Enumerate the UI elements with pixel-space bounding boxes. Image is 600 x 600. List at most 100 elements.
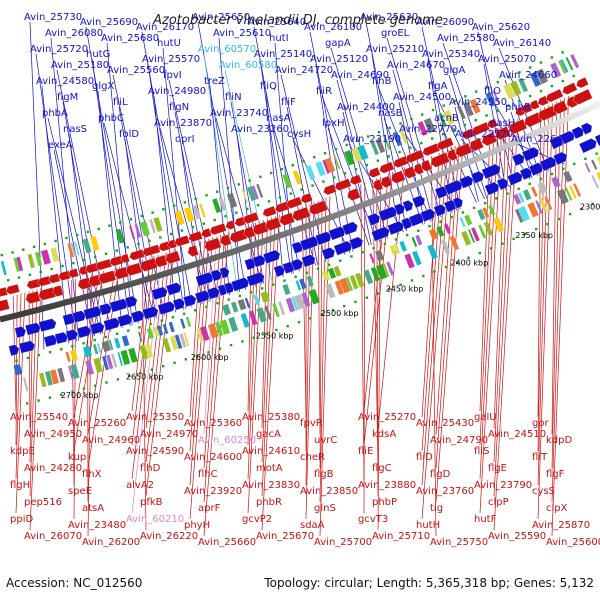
- forward-gene-label: Avin_25560: [107, 65, 165, 76]
- forward-gene-label: Avin_24690: [331, 70, 389, 81]
- gene-arrow: [195, 272, 214, 287]
- gene-arrow: [580, 122, 593, 135]
- cog-block: [351, 147, 363, 163]
- cog-block: [212, 198, 222, 213]
- cog-block: [349, 274, 359, 290]
- cog-block: [510, 80, 522, 96]
- forward-gene-label: Avin_26080: [45, 28, 103, 39]
- forward-gene-label: Avin_25180: [51, 60, 109, 71]
- gene-arrow: [334, 178, 352, 191]
- tick-dot: [238, 294, 242, 298]
- gene-arrow: [539, 156, 557, 172]
- cog-block: [50, 247, 60, 263]
- gene-arrow: [242, 212, 260, 224]
- gene-arrow: [553, 100, 569, 115]
- tick-dot: [439, 220, 442, 223]
- cog-block: [45, 370, 53, 386]
- reverse-leader-line: [203, 233, 226, 503]
- cog-block: [291, 296, 299, 311]
- reverse-gene-label: Avin_23760: [416, 486, 474, 497]
- tick-dot: [410, 279, 414, 282]
- gene-arrow: [328, 226, 346, 241]
- tick-dot: [444, 265, 448, 269]
- forward-gene-label: Avin_25340: [422, 49, 480, 60]
- tick-dot: [539, 177, 543, 181]
- tick-dot: [489, 247, 493, 250]
- tick-dot: [126, 246, 129, 249]
- tick-dot: [22, 248, 25, 251]
- cog-block: [386, 261, 395, 276]
- gene-arrow: [0, 299, 10, 312]
- cog-block: [70, 364, 80, 379]
- forward-leader-line: [103, 122, 155, 319]
- cog-block: [449, 235, 460, 251]
- forward-leader-line: [489, 95, 539, 176]
- cog-block: [423, 117, 436, 134]
- gene-arrow: [14, 326, 27, 339]
- tick-dot: [32, 245, 36, 248]
- cog-block: [278, 301, 286, 316]
- tick-dot: [495, 197, 498, 200]
- reverse-gene-label: Avin_60210: [126, 514, 184, 525]
- gene-arrow: [72, 310, 86, 323]
- gene-arrow: [0, 286, 8, 297]
- gene-arrow: [246, 272, 265, 287]
- tick-dot: [94, 384, 97, 387]
- cog-block: [522, 189, 532, 201]
- reverse-gene-label: Avin_24950: [24, 429, 82, 440]
- forward-gene-label: Avin_22570: [455, 129, 513, 140]
- tick-dot: [205, 194, 208, 197]
- reverse-gene-label: flgH: [10, 480, 30, 491]
- forward-gene-label: flgA: [428, 81, 448, 92]
- reverse-gene-label: cheR: [300, 452, 325, 463]
- tick-dot: [139, 371, 142, 375]
- forward-gene-label: fpvI: [163, 70, 182, 81]
- forward-gene-label: fliO: [484, 86, 501, 97]
- cog-block: [40, 249, 51, 265]
- forward-gene-label: glgA: [443, 65, 465, 76]
- tick-dot: [60, 348, 63, 351]
- cog-block: [174, 210, 185, 226]
- tick-dot: [289, 192, 292, 195]
- gene-arrow: [129, 249, 145, 261]
- tick-dot: [472, 206, 476, 210]
- cog-block: [184, 207, 195, 223]
- tick-dot: [420, 141, 423, 145]
- tick-dot: [229, 343, 233, 347]
- tick-dot: [506, 192, 509, 195]
- reverse-leader-line: [551, 97, 565, 503]
- tick-dot: [568, 212, 572, 216]
- tick-dot: [350, 255, 353, 258]
- tick-dot: [48, 351, 52, 354]
- tick-dot: [43, 242, 47, 246]
- reverse-leader-line: [537, 103, 554, 520]
- cog-block: [492, 90, 500, 104]
- cog-block: [106, 354, 114, 370]
- tick-dot: [365, 163, 369, 167]
- gene-arrow: [321, 247, 336, 261]
- map-title: Azotobacter vinelandii DJ, complete geno…: [152, 13, 443, 28]
- reverse-gene-label: Avin_23880: [358, 480, 416, 491]
- cog-block: [325, 157, 336, 173]
- tick-dot: [249, 291, 253, 294]
- gene-arrow: [507, 171, 523, 186]
- cog-block: [219, 319, 231, 335]
- tick-dot: [343, 304, 346, 308]
- tick-dot: [467, 256, 470, 259]
- cog-block: [272, 302, 280, 318]
- forward-gene-label: Avin_25650: [192, 12, 250, 23]
- reverse-leader-line: [421, 147, 452, 520]
- cog-block: [563, 170, 573, 183]
- cog-block: [264, 305, 272, 320]
- cog-block: [13, 364, 23, 376]
- reverse-gene-label: Avin_23830: [242, 480, 300, 491]
- tick-dot: [104, 335, 108, 339]
- gene-arrow: [481, 132, 498, 146]
- forward-leader-line: [224, 69, 273, 281]
- cog-block: [354, 272, 365, 288]
- reverse-leader-line: [551, 95, 569, 537]
- reverse-gene-label: flgE: [488, 463, 507, 474]
- cog-block: [168, 321, 175, 333]
- reverse-gene-label: alvA2: [126, 480, 154, 491]
- cog-block: [196, 327, 204, 343]
